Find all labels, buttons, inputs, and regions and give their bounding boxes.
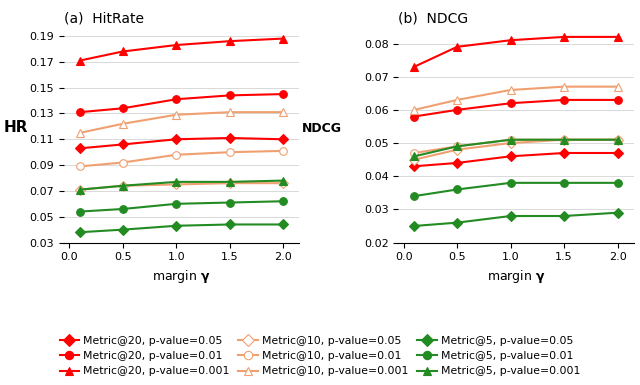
Legend: Metric@20, p-value=0.05, Metric@20, p-value=0.01, Metric@20, p-value=0.001, Metr: Metric@20, p-value=0.05, Metric@20, p-va…	[56, 332, 584, 380]
X-axis label: margin $\mathbf{\gamma}$: margin $\mathbf{\gamma}$	[152, 268, 211, 285]
Text: (b)  NDCG: (b) NDCG	[398, 12, 468, 26]
Y-axis label: NDCG: NDCG	[302, 122, 342, 135]
Text: (a)  HitRate: (a) HitRate	[64, 12, 144, 26]
Y-axis label: HR: HR	[3, 120, 28, 135]
X-axis label: margin $\mathbf{\gamma}$: margin $\mathbf{\gamma}$	[486, 268, 545, 285]
